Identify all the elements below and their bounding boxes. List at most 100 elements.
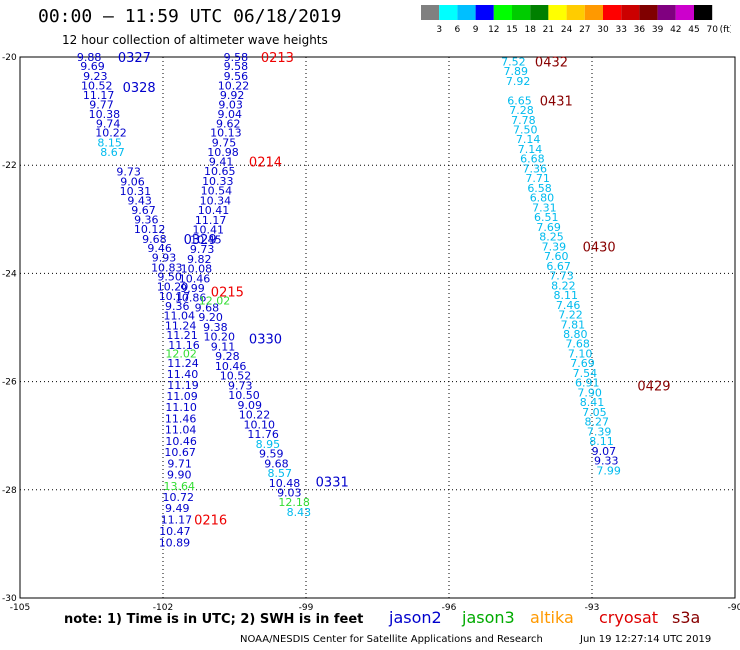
swh-value: 10.65 [204,165,236,178]
swh-value: 10.22 [95,127,127,140]
y-tick-label: -28 [2,486,17,496]
swh-value: 6.58 [527,182,552,195]
swh-value: 11.04 [165,424,197,437]
swh-value: 10.17 [159,290,191,303]
pass-time-label: 0429 [637,379,670,394]
swh-value: 7.52 [501,55,526,68]
swh-value: 10.67 [164,446,196,459]
swh-value: 10.13 [210,127,242,140]
y-tick-label: -22 [2,161,17,171]
colorbar-swatch [694,5,713,20]
swh-value: 10.72 [163,491,195,504]
swh-value: 10.47 [159,525,191,538]
swh-value: 9.99 [180,282,205,295]
pass-time-label: 0215 [211,285,244,300]
swh-value: 11.24 [165,319,197,332]
swh-value: 7.39 [542,240,567,253]
swh-value: 11.21 [166,329,198,342]
pass-time-label: 0330 [249,332,282,347]
swh-value: 8.15 [97,136,122,149]
colorbar-label: 45 [688,25,699,35]
swh-value: 9.73 [228,379,253,392]
swh-value: 10.86 [175,292,207,305]
swh-value: 10.48 [269,477,301,490]
colorbar-swatch [530,5,549,20]
swh-value: 10.98 [207,146,239,159]
swh-value: 7.90 [577,386,602,399]
swh-value: 9.58 [224,51,249,64]
swh-value: 9.07 [592,445,617,458]
swh-value: 9.58 [224,60,249,73]
legend-jason2: jason2 [389,608,442,627]
swh-value: 7.14 [516,133,541,146]
colorbar-label: 39 [652,25,664,35]
swh-value: 6.51 [534,211,559,224]
swh-value: 9.73 [190,243,215,256]
swh-value: 9.74 [96,118,121,131]
swh-value: 10.46 [215,360,247,373]
swh-value: 8.57 [268,467,293,480]
swh-value: 11.17 [83,89,115,102]
pass-time-label: 0213 [261,51,294,66]
colorbar-label: (ft) [720,25,731,35]
pass-time-label: 0327 [118,51,151,66]
swh-value: 9.71 [167,457,192,470]
swh-value: 10.10 [244,418,276,431]
swh-value: 9.73 [116,166,141,179]
swh-value: 6.80 [530,192,555,205]
swh-value: 9.04 [217,108,242,121]
swh-value: 9.82 [187,253,212,266]
plot-frame [19,56,736,599]
swh-value: 7.81 [561,318,586,331]
chart-title: 00:00 – 11:59 UTC 06/18/2019 [38,6,342,27]
swh-value: 7.60 [544,250,569,263]
chart-subtitle: 12 hour collection of altimeter wave hei… [62,33,328,47]
colorbar-label: 27 [579,25,590,35]
swh-value: 8.11 [589,435,614,448]
x-tick-label: -99 [299,603,314,610]
swh-value: 11.76 [247,428,279,441]
y-tick-label: -30 [2,594,17,604]
colorbar-swatch [439,5,458,20]
swh-value: 9.06 [120,175,145,188]
colorbar-swatch [584,5,603,20]
x-tick-label: -93 [585,603,600,610]
swh-value: 10.52 [81,80,113,93]
swh-value: 10.31 [120,185,152,198]
swh-value: 10.89 [159,536,191,549]
swh-value: 6.67 [546,260,571,273]
colorbar-swatch [512,5,531,20]
swh-value: 7.14 [518,143,543,156]
footer-note: note: 1) Time is in UTC; 2) SWH is in fe… [64,612,364,627]
colorbar-label: 24 [561,25,573,35]
x-tick-label: -102 [153,603,173,610]
pass-time-label: 0214 [249,155,282,170]
credit-line: NOAA/NESDIS Center for Satellite Applica… [240,634,543,645]
swh-value: 10.22 [239,409,271,422]
series-track_b_light: 8.95 8.57 8.43 [256,438,311,519]
swh-value: 7.36 [523,162,548,175]
swh-value: 9.20 [198,311,223,324]
swh-value: 10.52 [220,370,252,383]
series-track_a: 9.889.699.2310.5211.179.7710.389.7410.22… [77,51,200,549]
swh-value: 13.64 [163,480,195,493]
colorbar-swatch [603,5,622,20]
swh-value: 8.95 [256,438,281,451]
swh-value: 8.22 [551,279,576,292]
swh-value: 9.67 [131,204,156,217]
y-tick-label: -20 [2,53,17,63]
swh-value: 11.16 [168,339,200,352]
swh-value: 9.38 [203,321,228,334]
swh-value: 7.10 [568,347,593,360]
pass-time-label: 0216 [194,514,227,529]
colorbar-swatch [675,5,694,20]
swh-value: 11.46 [165,412,197,425]
colorbar-swatch [566,5,585,20]
swh-value: 7.46 [556,299,581,312]
swh-value: 9.43 [127,194,152,207]
swh-value: 9.09 [238,399,263,412]
colorbar-label: 21 [543,25,554,35]
swh-value: 9.11 [211,340,236,353]
swh-value: 10.41 [193,224,225,237]
